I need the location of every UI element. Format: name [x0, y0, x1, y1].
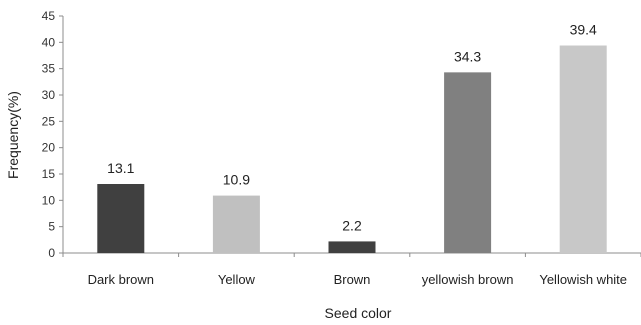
bars: 13.1 Dark brown 10.9 Yellow 2.2 Brown 34.3 yell…	[88, 21, 627, 287]
bar	[97, 184, 145, 253]
y-axis: 0 5 10 15 20 25 30 35 40 45	[42, 9, 64, 260]
x-tick-label: Yellow	[218, 272, 256, 287]
x-axis	[62, 252, 641, 257]
data-label: 39.4	[570, 21, 597, 37]
y-tick-label: 10	[42, 193, 56, 207]
data-label: 13.1	[107, 160, 134, 176]
bar	[328, 241, 376, 253]
bar	[444, 72, 492, 253]
bar	[559, 45, 607, 253]
y-tick-label: 35	[42, 62, 56, 76]
y-tick-label: 0	[48, 246, 55, 260]
x-tick-label: Brown	[334, 272, 371, 287]
x-tick-label: Yellowish white	[539, 272, 627, 287]
data-label: 34.3	[454, 48, 481, 64]
y-tick-label: 25	[42, 114, 56, 128]
y-tick-label: 15	[42, 167, 56, 181]
x-tick-label: Dark brown	[88, 272, 154, 287]
y-tick-label: 45	[42, 9, 56, 23]
data-label: 2.2	[342, 217, 362, 233]
x-tick-label: yellowish brown	[422, 272, 514, 287]
y-tick-label: 30	[42, 88, 56, 102]
y-tick-label: 40	[42, 35, 56, 49]
data-label: 10.9	[223, 172, 250, 188]
bar	[212, 195, 260, 253]
y-axis-title: Frequency(%)	[5, 91, 21, 179]
x-axis-title: Seed color	[325, 305, 392, 321]
y-tick-label: 5	[48, 220, 55, 234]
y-tick-label: 20	[42, 141, 56, 155]
